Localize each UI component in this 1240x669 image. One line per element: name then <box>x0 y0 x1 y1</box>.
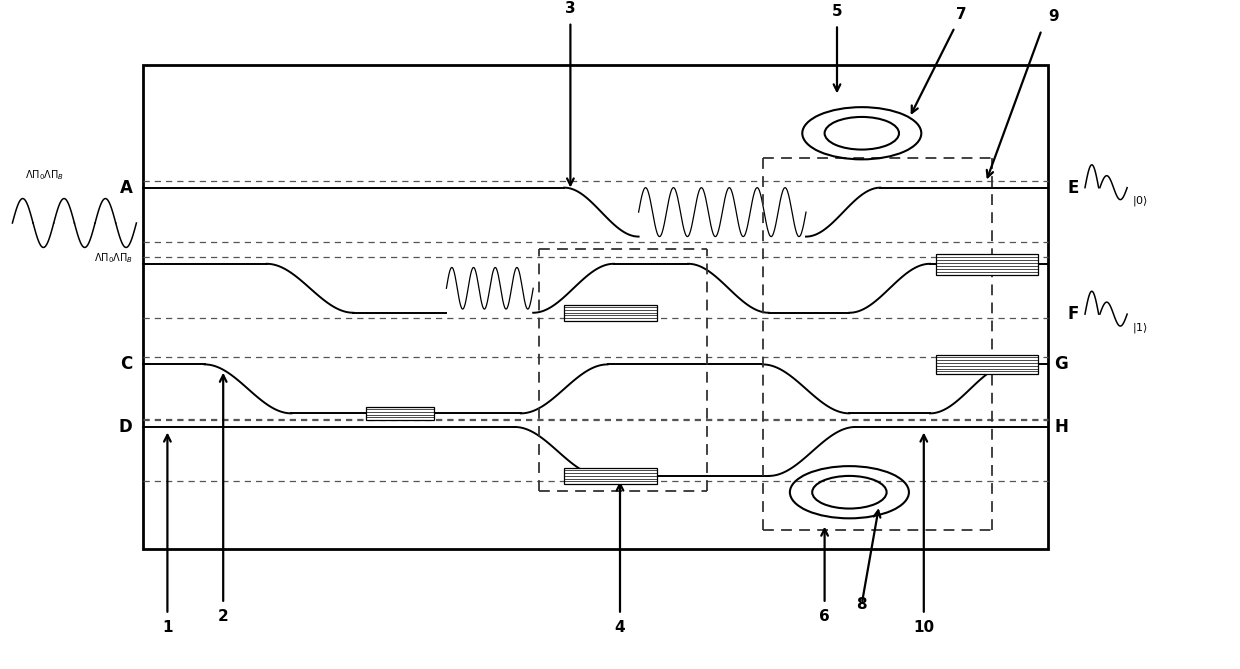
Text: 2: 2 <box>218 609 228 624</box>
Text: 5: 5 <box>832 4 842 19</box>
Bar <box>564 468 657 484</box>
Text: $|0\rangle$: $|0\rangle$ <box>1132 194 1148 208</box>
Text: 1: 1 <box>162 620 172 635</box>
Text: D: D <box>119 418 133 436</box>
Bar <box>936 254 1038 275</box>
Text: 4: 4 <box>615 620 625 635</box>
Text: $\Lambda\Pi_0\Lambda\Pi_B$: $\Lambda\Pi_0\Lambda\Pi_B$ <box>25 169 64 182</box>
Bar <box>366 407 434 420</box>
Bar <box>564 304 657 321</box>
Text: 9: 9 <box>1049 9 1059 25</box>
Text: 10: 10 <box>913 620 935 635</box>
Text: F: F <box>1068 305 1079 323</box>
Text: C: C <box>120 355 133 373</box>
Text: $\Lambda\Pi_0\Lambda\Pi_B$: $\Lambda\Pi_0\Lambda\Pi_B$ <box>93 252 133 265</box>
Text: 8: 8 <box>857 597 867 612</box>
Text: 6: 6 <box>820 609 830 624</box>
Bar <box>936 355 1038 374</box>
Text: $|1\rangle$: $|1\rangle$ <box>1132 320 1148 334</box>
Text: E: E <box>1068 179 1079 197</box>
Text: A: A <box>120 179 133 197</box>
Text: H: H <box>1054 418 1068 436</box>
Text: G: G <box>1054 355 1068 373</box>
Text: 3: 3 <box>565 1 575 16</box>
Text: 7: 7 <box>956 7 966 22</box>
Bar <box>143 66 1048 549</box>
